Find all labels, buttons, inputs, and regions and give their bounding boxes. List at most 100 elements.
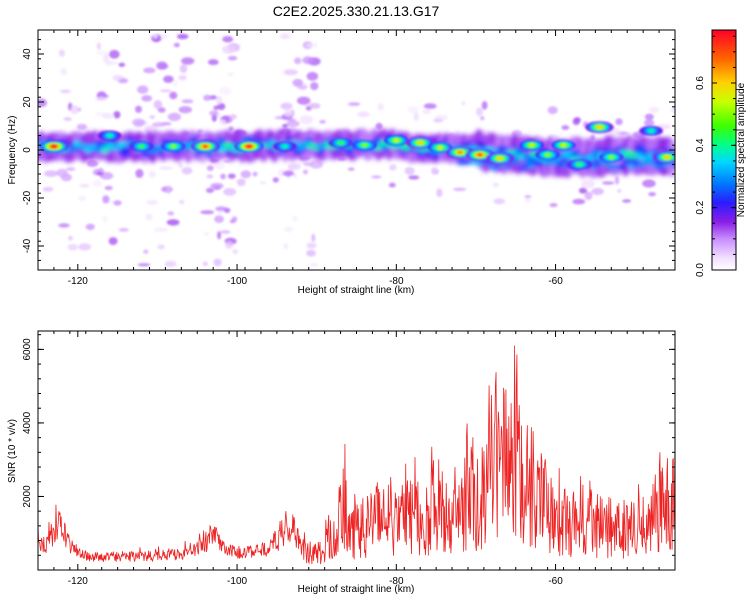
spectrogram-speckle <box>312 42 318 48</box>
spectrogram-speckle <box>219 86 232 96</box>
spectrogram-speckle <box>407 106 419 114</box>
spectrogram-speckle <box>104 185 113 191</box>
spectrogram-speckle <box>311 233 316 243</box>
hotspot <box>608 155 614 160</box>
spectrogram-speckle <box>157 244 165 250</box>
spectrogram-speckle <box>282 123 289 128</box>
hotspot <box>596 125 603 130</box>
spectrogram-speckle <box>480 116 485 121</box>
spectrogram-speckle <box>286 120 300 127</box>
spectrogram-speckle <box>375 122 383 130</box>
band-lower-branch <box>503 162 512 169</box>
chart-title: C2E2.2025.330.21.13.G17 <box>273 3 440 19</box>
spectrogram-speckle <box>106 61 119 65</box>
spectrogram-speckle <box>181 167 193 175</box>
spectrogram-speckle <box>217 231 222 240</box>
spectrogram-speckle <box>310 82 319 91</box>
spectrogram-speckle <box>309 102 321 109</box>
spectrogram-speckle <box>152 33 158 39</box>
spectrogram-speckle <box>524 195 532 199</box>
spectrogram-speckle <box>347 167 355 171</box>
colorbar-tick-label: 0.2 <box>695 200 706 214</box>
spectrogram-speckle <box>283 69 298 76</box>
x-tick-label: -60 <box>548 576 563 587</box>
spectrogram-speckle <box>179 199 185 205</box>
spectrogram-speckle <box>113 200 122 206</box>
band-lower-branch <box>623 158 632 165</box>
spectrogram-speckle <box>309 159 324 169</box>
spectrogram-speckle <box>78 195 86 202</box>
spectrogram-speckle <box>377 103 384 111</box>
band-core <box>584 154 595 162</box>
spectrogram-speckle <box>149 115 156 119</box>
spectrogram-speckle <box>151 122 166 127</box>
spectrogram-speckle <box>227 173 236 179</box>
spectrogram-panel: -120 -100 -80 -60 -40 -20 0 20 40 Height of stra… <box>7 29 676 296</box>
spectrogram-speckle <box>145 213 153 221</box>
spectrogram-speckle <box>60 68 67 75</box>
spectrogram-speckle <box>356 111 370 118</box>
hotspot <box>107 133 113 138</box>
band-lower-branch <box>618 163 627 170</box>
spectrogram-speckle <box>176 33 189 40</box>
spectrogram-speckle <box>492 182 499 187</box>
spectrogram-speckle <box>302 56 314 65</box>
spectrogram-speckle <box>215 96 223 105</box>
spectrogram-speckle <box>95 172 104 176</box>
spectrogram-speckle <box>306 242 317 249</box>
spectrogram-speckle <box>433 118 444 123</box>
x-tick-label: -120 <box>68 276 88 287</box>
band-core <box>123 141 132 147</box>
spectrogram-speckle <box>272 177 279 183</box>
band-lower-branch <box>647 158 656 165</box>
y-tick-label: 0 <box>22 147 33 153</box>
spectrogram-speckle <box>299 115 314 125</box>
hotspot <box>648 128 654 133</box>
spectrogram-speckle <box>213 105 219 111</box>
spectrogram-speckle <box>102 215 108 223</box>
spectrogram-speckle <box>206 165 214 171</box>
spectrogram-speckle <box>280 33 291 40</box>
spectrogram-speckle <box>219 119 227 126</box>
spectrogram-speckle <box>178 106 192 114</box>
spectrogram-x-label: Height of straight line (km) <box>298 285 415 296</box>
hotspot <box>560 143 567 148</box>
spectrogram-speckle <box>644 113 654 121</box>
spectrogram-speckle <box>296 96 311 105</box>
spectrogram-speckle <box>670 106 675 113</box>
y-tick-label: 4000 <box>22 411 33 434</box>
spectrogram-speckle <box>214 161 225 170</box>
y-tick-label: 2000 <box>22 485 33 508</box>
hotspot <box>393 138 399 143</box>
spectrogram-speckle <box>431 167 438 175</box>
colorbar-tick-label: 0.4 <box>695 138 706 152</box>
x-tick-label: -80 <box>389 576 404 587</box>
spectrogram-speckle <box>169 91 178 100</box>
y-tick-label: -40 <box>22 238 33 253</box>
hotspot <box>282 144 288 149</box>
colorbar-label: Normalized spectral amplitude <box>736 82 747 217</box>
spectrogram-speckle <box>227 72 234 77</box>
spectrogram-speckle <box>232 249 238 255</box>
band-core <box>505 149 518 155</box>
spectrogram-speckle <box>118 62 126 67</box>
spectrogram-speckle <box>453 187 467 191</box>
spectrogram-speckle <box>581 180 595 189</box>
spectrogram-speckle <box>146 200 158 205</box>
spectrogram-speckle <box>252 171 258 177</box>
spectrogram-speckle <box>293 57 302 65</box>
hotspot <box>361 143 368 148</box>
spectrogram-speckle <box>59 89 71 94</box>
spectrogram-speckle <box>55 129 65 134</box>
spectrogram-speckle <box>137 263 151 267</box>
spectrogram-speckle <box>222 36 234 43</box>
colorbar-tick-label: 0.6 <box>695 76 706 90</box>
spectrogram-speckle <box>643 119 655 127</box>
spectrogram-speckle <box>240 170 252 179</box>
spectrogram-speckle <box>617 188 622 193</box>
spectrogram-speckle <box>371 175 382 179</box>
spectrogram-speckle <box>205 187 215 193</box>
spectrogram-speckle <box>408 175 420 180</box>
spectrogram-speckle <box>85 223 95 231</box>
spectrogram-speckle <box>217 102 226 111</box>
